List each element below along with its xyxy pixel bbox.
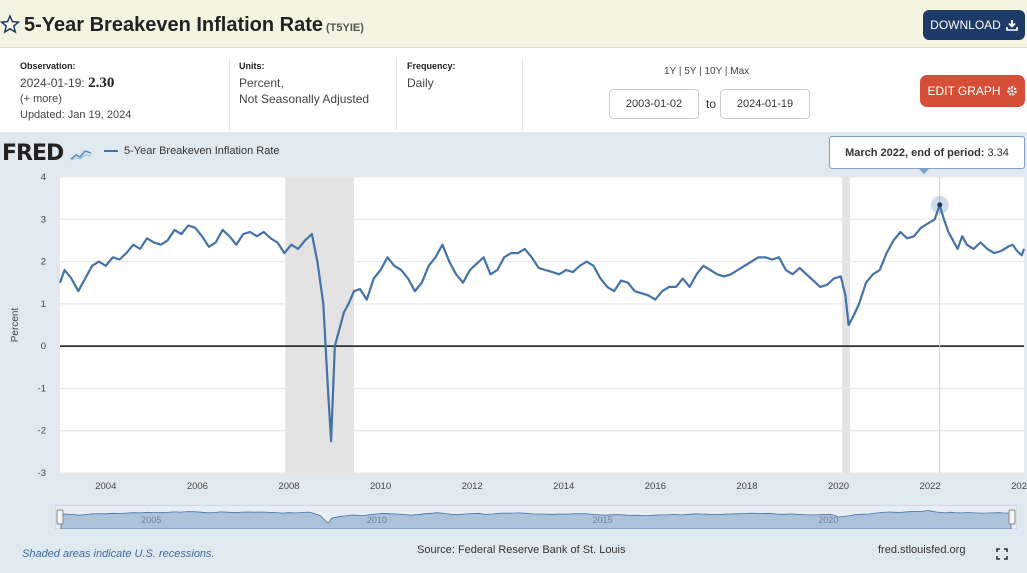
divider xyxy=(396,58,397,130)
recession-band xyxy=(842,177,850,473)
y-tick-label: -3 xyxy=(38,468,46,479)
divider xyxy=(522,58,523,130)
y-tick-label: 1 xyxy=(41,299,46,310)
y-tick-label: 3 xyxy=(41,214,46,225)
title-bar: 5-Year Breakeven Inflation Rate (T5YIE) D… xyxy=(0,0,1027,48)
navigator-year-label: 2020 xyxy=(818,515,838,525)
range-1y[interactable]: 1Y xyxy=(664,66,677,77)
recession-band xyxy=(285,177,355,473)
series-code: (T5YIE) xyxy=(326,22,364,34)
chart-legend: 5-Year Breakeven Inflation Rate xyxy=(104,145,280,157)
fred-logo: FRED xyxy=(2,141,92,166)
x-tick-label: 2018 xyxy=(736,481,757,492)
range-separator: | xyxy=(724,66,728,77)
source-text: Source: Federal Reserve Bank of St. Loui… xyxy=(417,544,626,556)
edit-graph-button[interactable]: EDIT GRAPH xyxy=(920,75,1025,107)
series-title: 5-Year Breakeven Inflation Rate xyxy=(24,14,324,36)
navigator-year-label: 2010 xyxy=(367,515,387,525)
y-tick-label: -1 xyxy=(38,383,46,394)
series-line xyxy=(58,203,1026,443)
page-title: 5-Year Breakeven Inflation Rate (T5YIE) xyxy=(24,14,364,37)
recession-note: Shaded areas indicate U.S. recessions. xyxy=(22,548,215,560)
x-tick-label: 2012 xyxy=(462,481,483,492)
x-tick-label: 2024 xyxy=(1011,481,1027,492)
highlight-point xyxy=(937,202,943,208)
star-icon[interactable] xyxy=(0,14,20,34)
y-tick-label: 0 xyxy=(41,341,46,352)
divider xyxy=(229,58,230,130)
site-link[interactable]: fred.stlouisfed.org xyxy=(878,544,966,556)
y-axis-label: Percent xyxy=(10,308,21,343)
download-button[interactable]: DOWNLOAD xyxy=(923,10,1025,40)
x-tick-label: 2020 xyxy=(828,481,849,492)
observation-block: Observation: 2024-01-19: 2.30 (+ more) U… xyxy=(20,60,131,123)
fred-logo-text: FRED xyxy=(2,141,64,166)
start-date-input[interactable]: 2003-01-02 xyxy=(609,89,699,119)
observation-head: Observation: xyxy=(20,61,76,71)
range-separator: | xyxy=(699,66,702,77)
units-line1: Percent, xyxy=(239,76,284,90)
x-tick-label: 2006 xyxy=(187,481,208,492)
navigator-year-label: 2015 xyxy=(593,515,613,525)
y-tick-label: 4 xyxy=(41,172,46,183)
tooltip-arrow xyxy=(918,168,930,174)
navigator-handle[interactable] xyxy=(56,509,64,525)
updated-text: Updated: Jan 19, 2024 xyxy=(20,109,132,121)
download-label: DOWNLOAD xyxy=(930,18,1001,32)
observation-value: 2.30 xyxy=(88,75,115,91)
frequency-block: Frequency: Daily xyxy=(407,60,456,91)
units-block: Units: Percent, Not Seasonally Adjusted xyxy=(239,60,369,107)
tooltip-value: 3.34 xyxy=(987,146,1009,159)
to-label: to xyxy=(706,97,717,111)
navigator-series-area xyxy=(60,510,1012,529)
range-navigator[interactable]: 2005 2010 2015 2020 xyxy=(55,505,1017,529)
range-selector: 1Y | 5Y | 10Y | Max xyxy=(664,66,749,77)
y-tick-label: 2 xyxy=(41,257,46,268)
observation-date: 2024-01-19: xyxy=(20,76,85,90)
plot-area xyxy=(60,177,1024,473)
units-line2: Not Seasonally Adjusted xyxy=(239,92,370,106)
gear-icon xyxy=(1006,86,1017,96)
chart-tooltip: March 2022, end of period: 3.34 xyxy=(829,136,1025,169)
frequency-value: Daily xyxy=(407,76,434,90)
range-5y[interactable]: 5Y xyxy=(684,66,697,77)
legend-swatch xyxy=(104,150,118,152)
chart-svg[interactable]: 4 3 2 1 0 -1 -2 -3 2004 2006 2008 2010 2012 2014 2016 2… xyxy=(0,170,1027,505)
fullscreen-icon[interactable] xyxy=(996,548,1008,560)
navigator-handle[interactable] xyxy=(1008,509,1016,525)
fred-logo-graph-icon xyxy=(70,150,92,161)
legend-label: 5-Year Breakeven Inflation Rate xyxy=(124,145,280,157)
end-date-input[interactable]: 2024-01-19 xyxy=(720,89,810,119)
more-link[interactable]: (+ more) xyxy=(20,93,62,105)
y-tick-label: -2 xyxy=(38,426,46,437)
x-tick-label: 2004 xyxy=(95,481,116,492)
navigator-year-label: 2005 xyxy=(141,515,161,525)
info-bar: Observation: 2024-01-19: 2.30 (+ more) U… xyxy=(0,48,1027,132)
x-tick-label: 2014 xyxy=(553,481,574,492)
x-tick-label: 2008 xyxy=(278,481,299,492)
range-max[interactable]: Max xyxy=(730,66,750,77)
edit-graph-label: EDIT GRAPH xyxy=(927,84,1001,98)
frequency-head: Frequency: xyxy=(407,61,456,71)
x-tick-label: 2016 xyxy=(645,481,666,492)
tooltip-label: March 2022, end of period: xyxy=(845,146,985,159)
x-tick-label: 2022 xyxy=(920,481,941,492)
download-icon xyxy=(1006,20,1018,31)
units-head: Units: xyxy=(239,61,265,71)
range-separator: | xyxy=(678,66,682,77)
x-tick-label: 2010 xyxy=(370,481,391,492)
range-10y[interactable]: 10Y xyxy=(704,66,723,77)
